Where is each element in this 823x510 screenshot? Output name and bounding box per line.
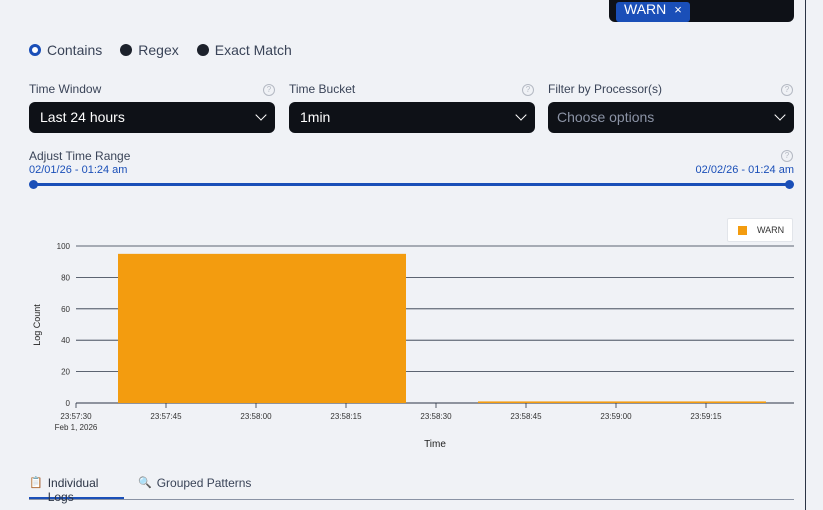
chart-legend[interactable]: WARN bbox=[727, 218, 793, 242]
range-start-value: 02/01/26 - 01:24 am bbox=[29, 164, 128, 176]
y-tick-label: 100 bbox=[57, 242, 71, 251]
range-start-handle[interactable] bbox=[29, 180, 38, 189]
time-window-label: Time Window bbox=[29, 82, 102, 96]
radio-label: Exact Match bbox=[214, 42, 292, 58]
x-tick-label: 23:58:30 bbox=[420, 412, 452, 421]
processor-filter-label: Filter by Processor(s) bbox=[548, 82, 663, 96]
y-tick-label: 60 bbox=[61, 305, 70, 314]
y-tick-label: 80 bbox=[61, 273, 70, 282]
y-tick-label: 40 bbox=[61, 336, 70, 345]
y-axis-ticks: 0 20 40 60 80 100 bbox=[57, 242, 71, 408]
time-bucket-select[interactable]: 1min bbox=[289, 102, 535, 133]
x-axis-label: Time bbox=[424, 439, 446, 450]
y-axis-label: Log Count bbox=[32, 304, 42, 346]
x-tick-label: 23:58:00 bbox=[240, 412, 272, 421]
radio-unselected-icon bbox=[196, 44, 209, 56]
range-track[interactable] bbox=[33, 183, 789, 186]
y-tick-label: 20 bbox=[61, 368, 70, 377]
x-tick-label: 23:59:15 bbox=[690, 412, 722, 421]
time-range-label: Adjust Time Range bbox=[29, 149, 131, 163]
help-icon[interactable]: ? bbox=[522, 84, 534, 96]
radio-exact-match[interactable]: Exact Match bbox=[196, 42, 292, 58]
panel-border bbox=[805, 0, 806, 510]
tag-warn: WARN × bbox=[616, 2, 690, 22]
help-icon[interactable]: ? bbox=[781, 150, 793, 162]
tab-label: Individual Logs bbox=[47, 476, 99, 504]
bar[interactable] bbox=[478, 401, 766, 403]
radio-regex[interactable]: Regex bbox=[120, 42, 179, 58]
y-tick-label: 0 bbox=[66, 399, 71, 408]
time-bucket-value: 1min bbox=[300, 109, 331, 125]
magnifier-icon: 🔍 bbox=[138, 477, 152, 489]
bar[interactable] bbox=[118, 253, 406, 403]
radio-contains[interactable]: Contains bbox=[29, 42, 102, 58]
time-window-value: Last 24 hours bbox=[40, 109, 125, 125]
tag-label: WARN bbox=[624, 1, 667, 17]
clipboard-icon: 📋 bbox=[29, 477, 43, 489]
radio-unselected-icon bbox=[120, 44, 133, 56]
range-end-handle[interactable] bbox=[785, 180, 794, 189]
time-window-select[interactable]: Last 24 hours bbox=[29, 102, 275, 133]
tab-label: Grouped Patterns bbox=[156, 476, 252, 490]
level-multiselect[interactable]: WARN × bbox=[609, 0, 794, 22]
x-tick-label: 23:57:30 bbox=[60, 412, 92, 421]
range-end-value: 02/02/26 - 01:24 am bbox=[695, 164, 794, 176]
log-view-tabs: 📋 Individual Logs 🔍 Grouped Patterns bbox=[29, 473, 794, 504]
processor-multiselect[interactable]: Choose options bbox=[548, 102, 794, 133]
legend-swatch bbox=[738, 225, 747, 235]
radio-label: Contains bbox=[47, 42, 103, 58]
x-axis-ticks: 23:57:30 23:57:45 23:58:00 23:58:15 23:58:30… bbox=[60, 403, 722, 421]
processor-placeholder: Choose options bbox=[557, 109, 655, 125]
time-bucket-label: Time Bucket bbox=[289, 82, 356, 96]
x-tick-label: 23:57:45 bbox=[150, 412, 182, 421]
radio-label: Regex bbox=[138, 42, 179, 58]
help-icon[interactable]: ? bbox=[781, 84, 793, 96]
x-tick-label: 23:59:00 bbox=[600, 412, 632, 421]
help-icon[interactable]: ? bbox=[263, 84, 275, 96]
legend-label: WARN bbox=[757, 225, 785, 235]
tab-grouped-patterns[interactable]: 🔍 Grouped Patterns bbox=[138, 473, 251, 499]
x-axis-date-label: Feb 1, 2026 bbox=[55, 423, 98, 432]
x-tick-label: 23:58:45 bbox=[510, 412, 542, 421]
match-mode-radio-group: Contains Regex Exact Match bbox=[29, 42, 292, 58]
tag-remove-icon[interactable]: × bbox=[674, 2, 682, 17]
tab-individual-logs[interactable]: 📋 Individual Logs bbox=[29, 473, 124, 504]
chart-bars bbox=[118, 253, 766, 403]
radio-selected-icon bbox=[29, 44, 41, 56]
x-tick-label: 23:58:15 bbox=[330, 412, 362, 421]
